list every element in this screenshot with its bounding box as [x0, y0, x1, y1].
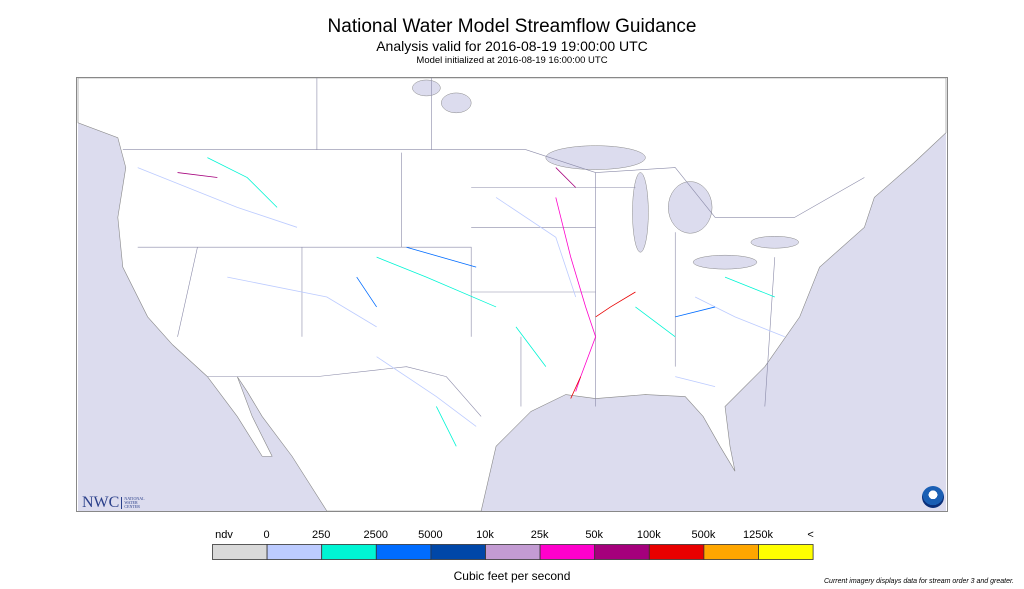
rivers — [137, 157, 785, 447]
noaa-logo — [922, 486, 944, 508]
legend-label: 1250k — [743, 529, 773, 541]
legend-swatch — [212, 544, 268, 560]
legend-swatch — [266, 544, 323, 560]
legend-swatch — [485, 544, 541, 560]
land — [77, 78, 947, 511]
legend-label: 100k — [636, 529, 661, 541]
nwc-logo: NWC NATIONAL WATER CENTER — [82, 494, 145, 511]
analysis-time: Analysis valid for 2016-08-19 19:00:00 U… — [376, 38, 648, 54]
legend-swatch — [539, 544, 596, 560]
color-legend — [212, 544, 814, 560]
legend-swatch — [430, 544, 486, 560]
legend-label: 250 — [312, 529, 331, 541]
legend-label: 10k — [476, 529, 494, 541]
legend-swatch — [703, 544, 759, 560]
legend-swatch — [375, 544, 432, 560]
great-lakes — [412, 79, 799, 270]
legend-label: 0 — [263, 529, 270, 541]
legend-label: 500k — [691, 529, 716, 541]
model-init-time: Model initialized at 2016-08-19 16:00:00… — [416, 55, 608, 66]
legend-label: 50k — [585, 529, 604, 541]
legend-unit: Cubic feet per second — [453, 569, 571, 583]
legend-swatch — [648, 544, 705, 560]
borders — [122, 78, 865, 417]
legend-swatch — [758, 544, 814, 560]
page-title: National Water Model Streamflow Guidance — [327, 16, 697, 37]
legend-label: 25k — [530, 529, 549, 541]
legend-label: ndv — [215, 529, 233, 541]
streamflow-map — [76, 77, 948, 512]
legend-label: 2500 — [363, 529, 389, 541]
legend-label: 5000 — [418, 529, 443, 541]
legend-label: < — [807, 529, 814, 541]
legend-swatch — [321, 544, 377, 560]
legend-swatch — [594, 544, 650, 560]
footer-note: Current imagery displays data for stream… — [824, 578, 1014, 585]
